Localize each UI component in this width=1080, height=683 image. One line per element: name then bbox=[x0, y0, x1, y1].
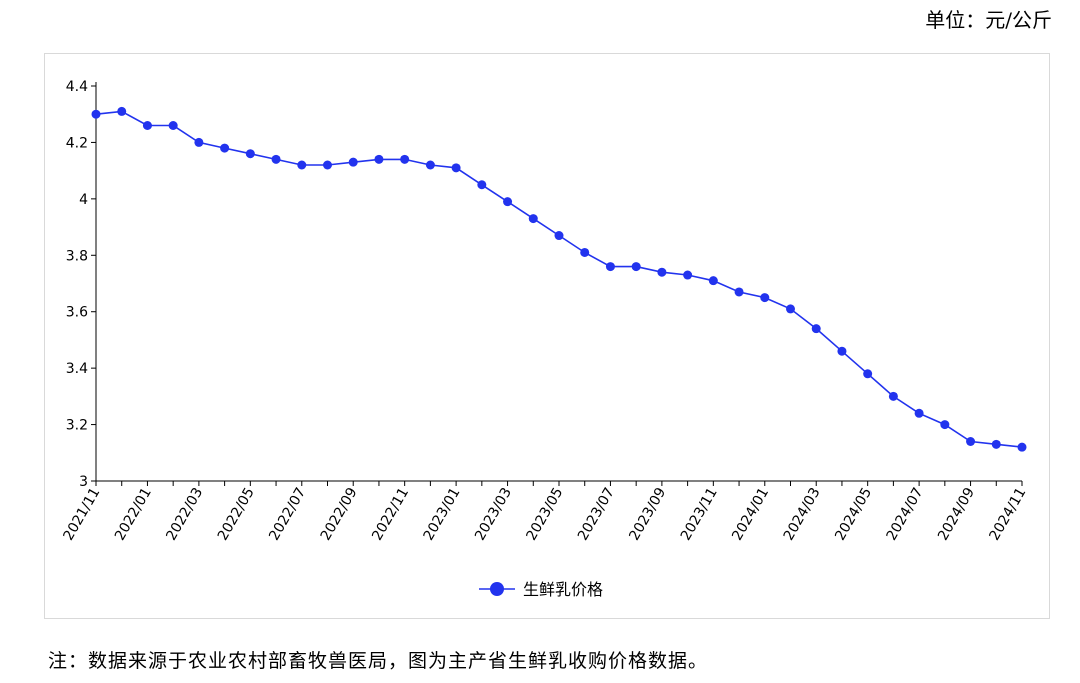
y-tick-label: 4 bbox=[79, 192, 88, 208]
data-point bbox=[271, 154, 281, 164]
y-tick-label: 3.4 bbox=[66, 361, 88, 377]
data-point bbox=[863, 369, 873, 379]
x-tick-label: 2024/05 bbox=[832, 485, 875, 543]
data-point bbox=[554, 231, 564, 241]
data-point bbox=[503, 197, 513, 207]
data-point bbox=[451, 163, 461, 173]
data-point bbox=[425, 160, 435, 170]
x-tick-label: 2022/01 bbox=[112, 485, 155, 543]
x-tick-label: 2024/07 bbox=[884, 485, 927, 543]
data-point bbox=[657, 267, 667, 277]
data-point bbox=[168, 121, 178, 130]
y-tick-label: 3.8 bbox=[66, 248, 88, 264]
x-tick-label: 2022/05 bbox=[215, 485, 258, 543]
data-point bbox=[734, 287, 744, 297]
data-point bbox=[323, 160, 332, 170]
line-chart: 33.23.43.63.844.24.4 2021/11 2022/01 2022/… bbox=[61, 79, 1030, 599]
data-point bbox=[194, 137, 204, 147]
chart-frame: 3 3.2 3.4 3.6 3.8 4 4.2 4.4 2021/11 2022/01 2022/… bbox=[44, 53, 1050, 619]
series-line bbox=[95, 110, 1023, 448]
x-tick-label: 2021/11 bbox=[61, 485, 104, 543]
data-point bbox=[220, 143, 230, 153]
data-point bbox=[348, 157, 358, 167]
x-tick-label: 2022/03 bbox=[163, 485, 206, 543]
x-tick-label: 2023/09 bbox=[626, 485, 669, 543]
y-tick-label: 3.6 bbox=[66, 305, 88, 321]
data-point bbox=[91, 109, 101, 119]
x-tick-label: 2024/11 bbox=[987, 485, 1030, 543]
series-points bbox=[91, 106, 1027, 452]
x-tick-label: 2023/05 bbox=[524, 485, 567, 543]
data-point bbox=[528, 214, 538, 224]
data-point bbox=[400, 154, 410, 164]
x-tick-label: 2022/07 bbox=[266, 485, 309, 543]
data-point bbox=[940, 420, 950, 430]
unit-label: 单位：元/公斤 bbox=[925, 8, 1052, 32]
x-tick-label: 2023/03 bbox=[472, 485, 515, 543]
data-point bbox=[605, 262, 615, 272]
x-tick-label: 2023/01 bbox=[421, 485, 464, 543]
data-point bbox=[708, 276, 718, 286]
data-point bbox=[991, 439, 1001, 449]
data-point bbox=[1017, 442, 1027, 452]
legend-marker-icon bbox=[490, 582, 504, 596]
data-point bbox=[760, 293, 770, 303]
chart-legend: 生鲜乳价格 bbox=[479, 580, 603, 599]
data-point bbox=[966, 437, 976, 446]
x-tick-label: 2024/09 bbox=[935, 485, 978, 543]
x-tick-label: 2022/09 bbox=[318, 485, 361, 543]
data-point bbox=[477, 180, 487, 190]
data-point bbox=[142, 121, 152, 130]
x-axis-ticks: 2021/11 2022/01 2022/03 2022/05 2022/07 2022/… bbox=[61, 481, 1030, 543]
data-point bbox=[580, 247, 590, 257]
data-point bbox=[245, 149, 255, 159]
y-tick-label: 4.4 bbox=[66, 79, 88, 95]
data-point bbox=[811, 324, 821, 334]
data-point bbox=[683, 270, 693, 280]
y-axis-ticks: 3 3.2 3.4 3.6 3.8 4 4.2 4.4 bbox=[66, 79, 96, 490]
data-point bbox=[297, 160, 307, 170]
x-tick-label: 2024/01 bbox=[729, 485, 772, 543]
x-tick-label: 2023/07 bbox=[575, 485, 618, 543]
chart-axes bbox=[95, 82, 1022, 482]
x-tick-label: 2023/11 bbox=[678, 485, 721, 543]
y-tick-label: 3 bbox=[79, 474, 88, 490]
x-tick-label: 2022/11 bbox=[369, 485, 412, 543]
data-point bbox=[837, 346, 847, 356]
data-point bbox=[117, 106, 127, 116]
legend-label: 生鲜乳价格 bbox=[523, 580, 603, 599]
y-tick-label: 4.2 bbox=[66, 135, 88, 151]
data-point bbox=[374, 154, 384, 164]
source-note: 注：数据来源于农业农村部畜牧兽医局，图为主产省生鲜乳收购价格数据。 bbox=[48, 650, 709, 672]
data-point bbox=[888, 391, 898, 401]
data-point bbox=[914, 408, 924, 418]
data-point bbox=[631, 262, 641, 272]
data-point bbox=[786, 304, 795, 314]
y-tick-label: 3.2 bbox=[66, 418, 88, 434]
x-tick-label: 2024/03 bbox=[781, 485, 824, 543]
